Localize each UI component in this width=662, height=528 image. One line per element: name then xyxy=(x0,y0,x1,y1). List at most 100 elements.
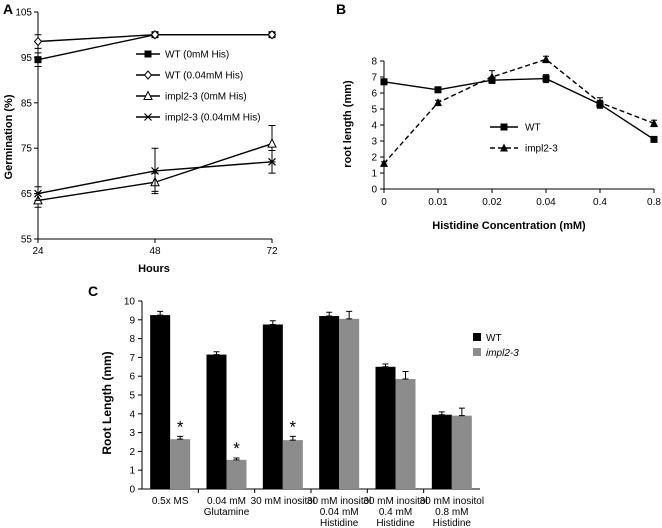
panel-b-x-tick-label: 0.01 xyxy=(428,197,448,208)
panel-c-y-tick-label: 3 xyxy=(129,428,135,439)
panel-c-y-tick-label: 0 xyxy=(129,485,135,496)
panel-c-bar xyxy=(319,316,340,489)
panel-a-point xyxy=(268,157,276,166)
panel-a-legend-marker xyxy=(144,113,152,121)
panel-a-legend-marker xyxy=(144,50,152,58)
panel-c-error-bar xyxy=(402,371,409,380)
panel-c-error-bar xyxy=(269,320,276,325)
panel-c-y-tick-label: 7 xyxy=(129,353,135,364)
panel-c-error-bar xyxy=(177,435,184,440)
panel-a-series-4 xyxy=(34,147,276,201)
panel-a-legend-item: impl2-3 (0mM His) xyxy=(136,90,247,103)
panel-c-legend-label: impl2-3 xyxy=(486,348,519,359)
panel-b-y-tick-label: 5 xyxy=(371,105,377,116)
panel-c-bar xyxy=(451,415,472,489)
panel-c: C Root Length (mm) 0 1 2 3 4 5 6 7 8 9 10 0.5x MS 0.… xyxy=(88,283,519,528)
panel-b-point xyxy=(596,98,604,107)
panel-a-legend-item: WT (0mM His) xyxy=(136,50,229,61)
panel-c-y-tick-label: 10 xyxy=(124,297,136,308)
panel-c-letter: C xyxy=(88,283,98,299)
panel-b-series-2 xyxy=(380,54,658,167)
panel-b-point xyxy=(488,72,496,81)
panel-a-legend-marker xyxy=(143,90,153,100)
panel-a-y-tick-label: 105 xyxy=(15,8,32,19)
panel-c-y-tick-label: 9 xyxy=(129,315,135,326)
panel-b-x-tick-label: 0.4 xyxy=(593,197,607,208)
panel-b-y-tick-label: 7 xyxy=(371,73,377,84)
panel-c-x-tick-line: 30 mM inositol xyxy=(251,496,315,507)
panel-c-x-tick-line: Glutamine xyxy=(204,507,250,518)
panel-c-x-tick-line: Histidine xyxy=(320,518,359,528)
panel-c-bar xyxy=(262,324,283,489)
panel-a-point xyxy=(151,166,159,175)
panel-c-asterisk: * xyxy=(290,417,297,436)
panel-c-asterisk: * xyxy=(233,439,240,458)
panel-c-error-bar xyxy=(233,457,240,461)
panel-c-bar xyxy=(282,440,303,489)
panel-c-x-tick-line: Histidine xyxy=(376,518,415,528)
panel-a-point xyxy=(33,36,43,47)
panel-c-y-tick-label: 6 xyxy=(129,372,135,383)
panel-a-legend-label: impl2-3 (0.04mM His) xyxy=(165,113,261,124)
panel-c-error-bar xyxy=(157,310,164,316)
panel-c-y-tick-label: 8 xyxy=(129,334,135,345)
panel-c-error-bar xyxy=(438,411,445,416)
panel-c-x-tick-label: 0.04 mM Glutamine xyxy=(204,496,250,518)
panel-c-x-tick-line: Histidine xyxy=(433,518,472,528)
panel-b-series-line xyxy=(383,77,655,140)
panel-b-legend-label: WT xyxy=(525,123,541,134)
panel-a-ylabel: Germination (%) xyxy=(3,94,15,179)
panel-c-x-tick-line: 0.5x MS xyxy=(152,496,189,507)
panel-b-series-line xyxy=(383,58,655,164)
panel-c-x-tick-label: 30 mM inositol 0.4 mM Histidine xyxy=(363,496,427,528)
panel-b-point xyxy=(542,54,550,63)
panel-b-x-tick-label: 0 xyxy=(381,197,387,208)
panel-c-x-tick-label: 0.5x MS xyxy=(152,496,189,507)
panel-b-y-tick-label: 0 xyxy=(371,185,377,196)
panel-a-legend-label: WT (0mM His) xyxy=(165,50,229,61)
panel-c-error-bar xyxy=(382,363,389,368)
panel-c-legend-label: WT xyxy=(486,333,502,344)
panel-b-legend-item: WT xyxy=(490,123,541,134)
panel-a: A Germination (%) Hours 55 65 75 85 95 105 24 4… xyxy=(3,1,278,275)
panel-c-legend-item: WT xyxy=(473,333,502,344)
panel-c-ylabel: Root Length (mm) xyxy=(100,351,114,454)
panel-b-point xyxy=(380,158,388,167)
panel-a-legend-label: impl2-3 (0mM His) xyxy=(165,92,247,103)
panel-c-series-1 xyxy=(150,310,452,489)
panel-c-bar xyxy=(375,366,396,489)
panel-b-point xyxy=(380,78,388,86)
panel-c-legend-swatch xyxy=(473,333,481,341)
panel-c-y-tick-label: 1 xyxy=(129,466,135,477)
panel-a-y-tick-label: 65 xyxy=(21,189,33,200)
panel-c-y-tick-label: 4 xyxy=(129,409,135,420)
panel-b-y-tick-label: 1 xyxy=(371,169,377,180)
panel-b-y-tick-label: 3 xyxy=(371,137,377,148)
panel-a-point xyxy=(34,56,42,64)
panel-a-point xyxy=(150,29,160,40)
panel-c-y-tick-label: 5 xyxy=(129,391,135,402)
panel-c-x-tick-line: 0.04 mM xyxy=(207,496,246,507)
panel-a-point xyxy=(34,189,42,198)
panel-c-error-bar xyxy=(458,407,465,417)
panel-c-x-tick-label: 30 mM inositol 0.04 mM Histidine xyxy=(307,496,371,528)
panel-b-x-tick-label: 0.8 xyxy=(647,197,661,208)
panel-a-legend-label: WT (0.04mM His) xyxy=(165,71,243,82)
panel-c-bar xyxy=(431,414,452,489)
panel-b-x-tick-label: 0.02 xyxy=(482,197,502,208)
panel-b-xlabel: Histidine Concentration (mM) xyxy=(432,220,586,232)
panel-c-legend-swatch xyxy=(473,348,481,356)
panel-b-point xyxy=(434,98,442,107)
panel-c-error-bar xyxy=(346,310,353,320)
panel-b-legend-marker xyxy=(500,143,508,152)
panel-a-point xyxy=(267,29,277,40)
panel-b-point xyxy=(650,135,658,143)
panel-c-x-tick-label: 30 mM inositol 0.8 mM Histidine xyxy=(420,496,484,528)
panel-b-y-tick-label: 4 xyxy=(371,121,377,132)
panel-c-bar xyxy=(339,318,360,489)
panel-a-y-tick-label: 75 xyxy=(21,144,33,155)
panel-c-error-bar xyxy=(326,311,333,317)
panel-c-x-tick-line: 0.4 mM xyxy=(379,507,412,518)
panel-c-y-tick-label: 2 xyxy=(129,447,135,458)
